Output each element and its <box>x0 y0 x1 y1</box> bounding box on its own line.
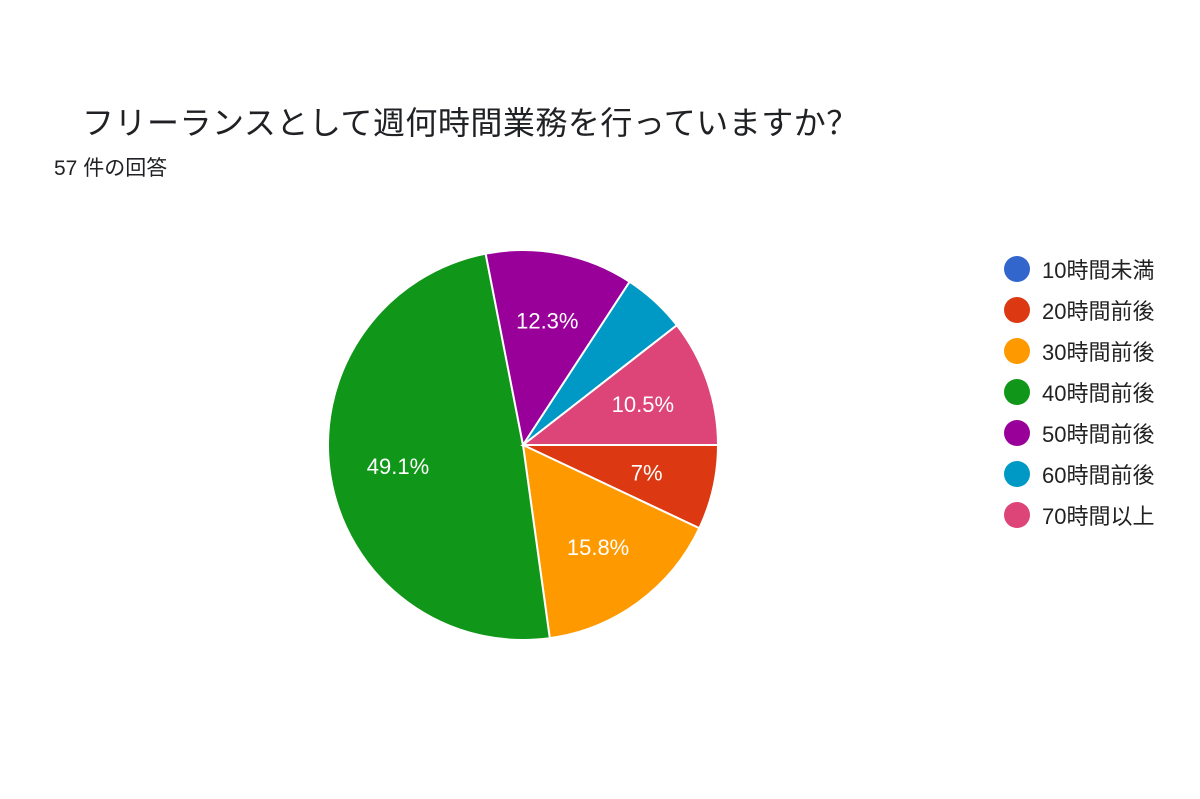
legend-label: 40時間前後 <box>1042 380 1155 406</box>
pie-slice-4 <box>327 252 551 641</box>
pie-slice-3 <box>521 443 701 640</box>
legend-swatch <box>1004 378 1030 405</box>
legend-item: 50時間前後 <box>1004 412 1194 453</box>
legend-label: 30時間前後 <box>1042 339 1155 365</box>
legend-item: 40時間前後 <box>1004 371 1194 412</box>
pie-slice-5 <box>484 249 632 448</box>
legend-label: 60時間前後 <box>1042 462 1155 488</box>
legend-label: 50時間前後 <box>1042 421 1155 447</box>
legend-label: 20時間前後 <box>1042 298 1155 324</box>
slice-percent-label: 49.1% <box>367 454 429 479</box>
legend-swatch <box>1004 419 1030 446</box>
legend-swatch <box>1004 337 1030 364</box>
legend-label: 70時間以上 <box>1042 503 1155 529</box>
slice-percent-label: 15.8% <box>567 535 629 560</box>
legend-item: 10時間未満 <box>1004 248 1194 289</box>
legend-item: 30時間前後 <box>1004 330 1194 371</box>
chart-title: フリーランスとして週何時間業務を行っていますか？ <box>82 105 859 141</box>
legend-swatch <box>1004 255 1030 282</box>
legend-label: 10時間未満 <box>1042 257 1155 283</box>
legend-item: 70時間以上 <box>1004 494 1194 535</box>
chart-legend: 10時間未満 20時間前後 30時間前後 40時間前後 50時間前後 60時間前後 70時間… <box>1004 248 1194 535</box>
legend-item: 60時間前後 <box>1004 453 1194 494</box>
slice-percent-label: 7% <box>631 461 663 486</box>
pie-slice-7 <box>520 323 720 446</box>
legend-swatch <box>1004 460 1030 487</box>
slice-percent-label: 12.3% <box>516 309 578 334</box>
response-count: 57 件の回答 <box>54 157 168 180</box>
legend-item: 20時間前後 <box>1004 289 1194 330</box>
legend-swatch <box>1004 296 1030 323</box>
slice-percent-label: 10.5% <box>612 392 674 417</box>
legend-swatch <box>1004 501 1030 528</box>
